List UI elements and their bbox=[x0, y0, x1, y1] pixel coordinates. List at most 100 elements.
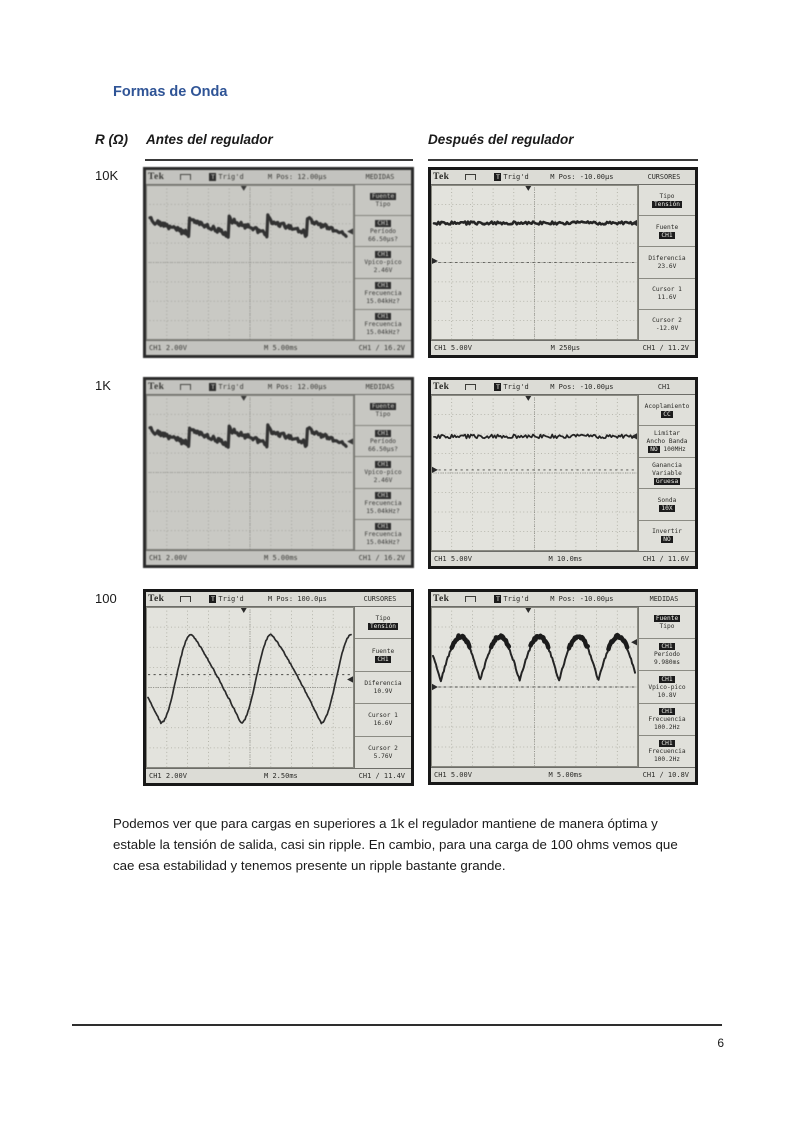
m-position-readout: M Pos: -10.00μs bbox=[550, 595, 614, 603]
scope-menu-line: 2.46V bbox=[373, 477, 393, 484]
scope-menu-item: Fuente CH1 bbox=[355, 638, 411, 670]
m-position-readout: M Pos: -10.00μs bbox=[550, 173, 614, 181]
scope-menu-line: CH1 bbox=[375, 251, 391, 258]
scope-photo-1k-after: Tek T Trig'd M Pos: -10.00μs CH1 Acoplam… bbox=[428, 377, 698, 569]
oscilloscope-capture: Tek T Trig'd M Pos: 100.0μs CURSORES Tip… bbox=[143, 589, 414, 786]
scope-menu-line: CH1 bbox=[659, 643, 675, 651]
trigger-status-label: Trig'd bbox=[218, 595, 244, 603]
trigger-status-icon: T bbox=[494, 595, 502, 603]
trigger-position-icon bbox=[240, 395, 247, 401]
scope-menu-item: Tipo Tensión bbox=[639, 185, 695, 215]
level-marker-icon bbox=[631, 639, 638, 646]
scope-menu-line: Fuente bbox=[653, 615, 681, 623]
scope-menu-line: 11.6V bbox=[657, 294, 677, 302]
scope-menu-item: Diferencia 23.6V bbox=[639, 246, 695, 277]
channel-scale-readout: CH1 5.00V bbox=[434, 344, 472, 352]
channel-scale-readout: CH1 5.00V bbox=[434, 771, 472, 779]
side-menu-title: CURSORES bbox=[647, 173, 681, 181]
scope-top-bar: Tek T Trig'd M Pos: 100.0μs CURSORES bbox=[146, 592, 411, 607]
scope-menu-item: Ganancia Variable Gruesa bbox=[639, 456, 695, 488]
scope-top-bar: Tek T Trig'd M Pos: -10.00μs MEDIDAS bbox=[431, 592, 695, 607]
scope-menu-item: Fuente CH1 bbox=[639, 215, 695, 246]
scope-top-bar: Tek T Trig'd M Pos: 12.00μs MEDIDAS bbox=[146, 170, 411, 185]
scope-bottom-bar: CH1 5.00V M 5.00ms CH1 ∕ 10.8V bbox=[431, 767, 695, 782]
channel-scale-readout: CH1 2.00V bbox=[149, 554, 187, 562]
scope-menu-line: Período bbox=[369, 437, 397, 445]
waveform-graticule bbox=[431, 395, 638, 551]
scope-menu-line: CH1 bbox=[659, 231, 675, 239]
scope-side-menu: Fuente Tipo CH1 Período 9.980ms CH1 Vpico-pico… bbox=[638, 607, 695, 767]
row-label-100: 100 bbox=[95, 591, 117, 606]
scope-menu-item: CH1 Frecuencia 15.04kHz? bbox=[355, 308, 411, 340]
scope-photo-100-after: Tek T Trig'd M Pos: -10.00μs MEDIDAS Fue… bbox=[428, 589, 698, 785]
scope-menu-item: CH1 Frecuencia 15.04kHz? bbox=[355, 487, 411, 519]
scope-screen bbox=[431, 395, 638, 551]
scope-menu-line: Tipo bbox=[659, 623, 675, 631]
scope-menu-line: Ganancia bbox=[652, 461, 682, 469]
column-header-resistance: R (Ω) bbox=[95, 132, 129, 147]
channel-scale-readout: CH1 2.00V bbox=[149, 772, 187, 780]
trigger-status-label: Trig'd bbox=[503, 173, 529, 181]
scope-menu-line: Tensión bbox=[367, 623, 399, 631]
channel-scale-readout: CH1 5.00V bbox=[434, 555, 472, 563]
scope-side-menu: Tipo Tensión Fuente CH1 Diferencia 10.9V Curso… bbox=[354, 607, 411, 768]
scope-photo-10k-after: Tek T Trig'd M Pos: -10.00μs CURSORES Ti… bbox=[428, 167, 698, 358]
m-position-readout: M Pos: -10.00μs bbox=[550, 383, 614, 391]
scope-bottom-bar: CH1 5.00V M 250μs CH1 ∕ 11.2V bbox=[431, 340, 695, 355]
scope-menu-line: Diferencia bbox=[364, 680, 402, 688]
scope-menu-line: 66.50μs? bbox=[368, 235, 398, 243]
scope-menu-item: CH1 Período 9.980ms bbox=[639, 638, 695, 670]
scope-top-bar: Tek T Trig'd M Pos: -10.00μs CURSORES bbox=[431, 170, 695, 185]
scope-middle: Acoplamiento CC Limitar Ancho Banda NO 100MH… bbox=[431, 395, 695, 551]
scope-menu-line: CH1 bbox=[659, 675, 675, 683]
side-menu-title: MEDIDAS bbox=[365, 173, 395, 181]
scope-menu-line: 23.6V bbox=[657, 263, 677, 270]
trigger-status-label: Trig'd bbox=[218, 383, 244, 391]
scope-menu-line: -12.0V bbox=[655, 325, 679, 333]
m-position-readout: M Pos: 12.00μs bbox=[267, 173, 327, 181]
scope-menu-line: Acoplamiento bbox=[644, 402, 690, 410]
scope-menu-line: CH1 bbox=[375, 461, 391, 468]
waveform-graticule bbox=[146, 185, 354, 340]
trigger-pulse-icon bbox=[180, 596, 192, 602]
scope-menu-line: Fuente bbox=[371, 647, 395, 655]
scope-menu-line: Tipo bbox=[659, 192, 675, 200]
trigger-position-icon bbox=[240, 608, 247, 614]
scope-menu-item: CH1 Frecuencia 100.2Hz bbox=[639, 734, 695, 767]
scope-bottom-bar: CH1 2.00V M 2.50ms CH1 ∕ 11.4V bbox=[146, 768, 411, 783]
scope-menu-line: CH1 bbox=[375, 313, 391, 321]
trigger-status-icon: T bbox=[494, 383, 502, 391]
scope-menu-line: Frecuencia bbox=[364, 290, 402, 298]
side-menu-title: CH1 bbox=[657, 383, 671, 391]
column-header-after-regulator: Después del regulador bbox=[428, 132, 574, 147]
scope-screen bbox=[146, 607, 354, 768]
scope-menu-line: Sonda bbox=[657, 496, 677, 504]
scope-menu-item: Tipo Tensión bbox=[355, 607, 411, 638]
scope-menu-item: Fuente Tipo bbox=[355, 395, 411, 425]
scope-photo-100-before: Tek T Trig'd M Pos: 100.0μs CURSORES Tip… bbox=[143, 589, 414, 786]
scope-bottom-bar: CH1 2.00V M 5.00ms CH1 ∕ 16.2V bbox=[146, 340, 411, 355]
scope-menu-item: CH1 Frecuencia 15.04kHz? bbox=[355, 518, 411, 550]
scope-menu-line: 15.04kHz? bbox=[366, 329, 400, 337]
scope-menu-item: Acoplamiento CC bbox=[639, 395, 695, 425]
scope-menu-line: Cursor 1 bbox=[368, 712, 398, 720]
scope-side-menu: Acoplamiento CC Limitar Ancho Banda NO 100MH… bbox=[638, 395, 695, 551]
scope-menu-line: CH1 bbox=[375, 492, 391, 500]
scope-menu-line: 66.50μs? bbox=[368, 445, 398, 453]
scope-menu-item: CH1 Período 66.50μs? bbox=[355, 215, 411, 246]
scope-menu-line: CH1 bbox=[375, 523, 391, 531]
scope-bottom-bar: CH1 5.00V M 10.0ms CH1 ∕ 11.6V bbox=[431, 551, 695, 566]
trigger-pulse-icon bbox=[465, 596, 477, 602]
tek-logo: Tek bbox=[433, 594, 450, 604]
trigger-status-icon: T bbox=[209, 595, 217, 603]
m-position-readout: M Pos: 12.00μs bbox=[267, 383, 327, 391]
scope-menu-line: Fuente bbox=[369, 402, 397, 410]
trigger-status-label: Trig'd bbox=[503, 383, 529, 391]
scope-top-bar: Tek T Trig'd M Pos: 12.00μs MEDIDAS bbox=[146, 380, 411, 395]
scope-menu-line: Fuente bbox=[655, 223, 679, 231]
side-menu-title: CURSORES bbox=[363, 595, 397, 603]
channel-marker-icon bbox=[431, 257, 438, 265]
scope-menu-line: Vpico-pico bbox=[364, 259, 402, 266]
scope-menu-item: CH1 Vpico-pico 2.46V bbox=[355, 246, 411, 277]
